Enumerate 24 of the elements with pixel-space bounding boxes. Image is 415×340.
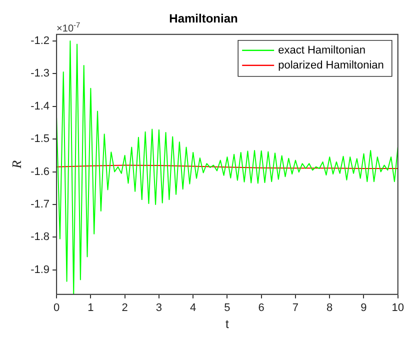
y-tick-label: -1.3	[30, 68, 50, 80]
x-tick-label: 1	[88, 302, 94, 314]
x-tick-label: 6	[258, 302, 264, 314]
y-tick-label: -1.9	[30, 264, 50, 276]
x-tick-label: 7	[292, 302, 299, 314]
x-tick-label: 9	[360, 302, 367, 314]
chart-title: Hamiltonian	[169, 12, 238, 26]
y-tick-label: -1.4	[30, 100, 50, 112]
y-tick-label: -1.2	[30, 34, 50, 47]
y-tick-label: -1.7	[30, 198, 50, 210]
x-tick-label: 5	[224, 302, 230, 314]
y-tick-label: -1.6	[30, 166, 50, 178]
x-axis-title: t	[226, 317, 230, 332]
x-tick-label: 2	[122, 302, 128, 314]
x-tick-label: 10	[392, 302, 404, 314]
x-tick-label: 4	[190, 302, 196, 314]
y-tick-label: -1.8	[30, 231, 50, 244]
legend-label: polarized Hamiltonian	[278, 59, 384, 72]
x-tick-label: 3	[156, 302, 162, 314]
x-tick-label: 0	[53, 302, 60, 314]
legend-label: exact Hamiltonian	[278, 44, 366, 56]
x-tick-label: 8	[326, 302, 333, 314]
y-tick-label: -1.5	[30, 133, 50, 146]
y-axis-title: R	[9, 160, 24, 170]
